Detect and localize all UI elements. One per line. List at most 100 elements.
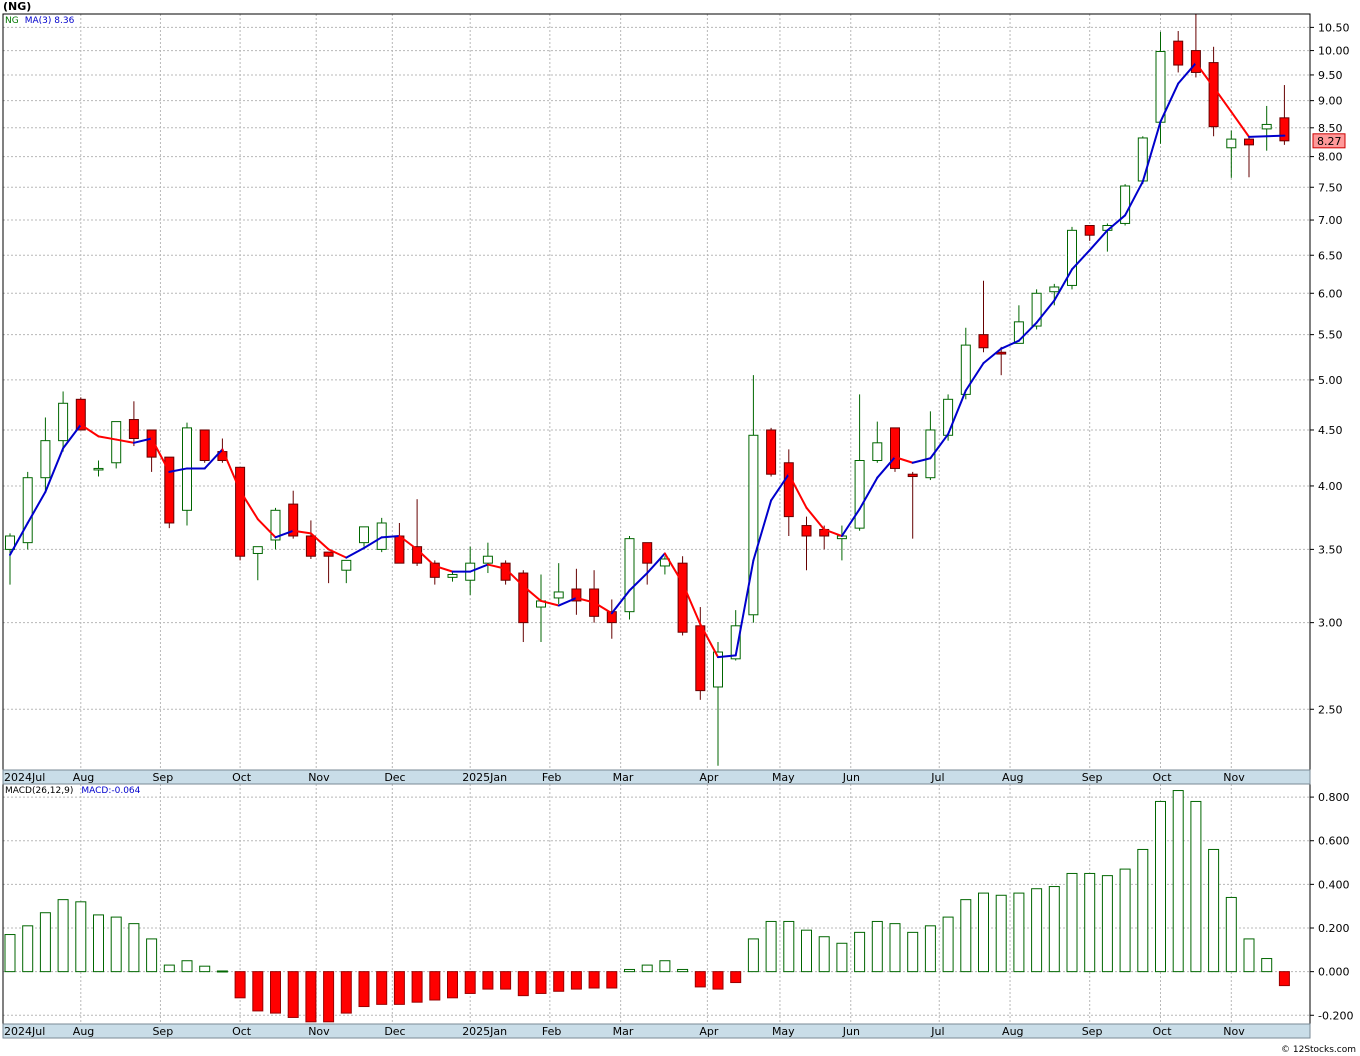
- macd-bar: [287, 971, 299, 1018]
- price-tick-label: 2.50: [1318, 703, 1343, 716]
- ma-segment: [929, 433, 950, 460]
- candle-body: [199, 429, 210, 462]
- macd-bar: [128, 923, 140, 973]
- macd-bar: [75, 901, 87, 973]
- ma-segment: [239, 489, 259, 521]
- last-price-tag: 8.27: [1312, 133, 1346, 149]
- date-label-bottom: Jun: [842, 1025, 860, 1038]
- candle-body: [1208, 62, 1219, 128]
- macd-bar: [1101, 875, 1113, 973]
- ma-segment: [1141, 120, 1162, 183]
- candle-body: [978, 334, 989, 349]
- ma-segment: [150, 437, 171, 473]
- ma-segment: [1177, 62, 1197, 85]
- candle-body: [1049, 286, 1060, 293]
- macd-legend-value: MACD:-0.064: [81, 786, 141, 796]
- ma-segment: [1265, 134, 1286, 138]
- macd-bar: [942, 916, 954, 973]
- ma-segment: [663, 552, 684, 585]
- date-label-top: Mar: [613, 771, 634, 784]
- ma-segment: [628, 572, 649, 592]
- macd-bar: [270, 971, 281, 1014]
- candle-body: [624, 538, 635, 613]
- ma-segment: [132, 437, 153, 444]
- ma-segment: [522, 585, 542, 602]
- price-legend-ma-value: 8.36: [54, 16, 75, 26]
- macd-bar: [234, 971, 246, 999]
- ma-segment: [894, 456, 914, 464]
- macd-bar: [1013, 892, 1025, 973]
- y-axis-labels: 2.50 3.00 3.50 4.00 4.50 5.00 5.50 6.00 6.50 7.00…: [1318, 21, 1353, 1022]
- ma-segment: [97, 435, 118, 441]
- price-legend: NG MA(3) 8.36: [5, 16, 74, 26]
- macd-bar: [22, 925, 34, 973]
- macd-bar: [323, 971, 335, 1023]
- date-label-top: Dec: [384, 771, 405, 784]
- macd-bar: [747, 938, 759, 973]
- price-grid: [3, 14, 1314, 770]
- ma-segment: [309, 532, 330, 551]
- candle-body: [22, 477, 33, 544]
- date-label-top: Jul: [930, 771, 944, 784]
- price-tick-label: 3.50: [1318, 543, 1343, 556]
- ma-segment: [1159, 82, 1180, 123]
- macd-bar: [4, 934, 16, 973]
- ma-segment: [26, 490, 47, 524]
- candle-body: [1261, 123, 1272, 130]
- price-tick-label: 7.00: [1318, 214, 1343, 227]
- candle-body: [270, 509, 281, 541]
- date-label-top: Sep: [1082, 771, 1103, 784]
- macd-tick-label: 0.200: [1318, 922, 1350, 935]
- candle-body: [766, 429, 777, 475]
- ma-segment: [1035, 299, 1056, 324]
- macd-bar: [393, 971, 405, 1005]
- candle-body: [1190, 50, 1201, 73]
- ma-segment: [1124, 180, 1144, 217]
- macd-legend: MACD(26,12,9) MACD:-0.064: [5, 786, 140, 796]
- ma-segment: [1194, 62, 1215, 89]
- candle-body: [1137, 137, 1148, 182]
- x-axis-labels: 2024Jul 2024Jul Aug Aug Sep Sep Oct Oct Nov Nov De…: [2, 769, 1311, 1039]
- candle-body: [801, 525, 812, 537]
- macd-bar: [730, 971, 742, 984]
- date-label-bottom: Jul: [930, 1025, 944, 1038]
- ma-segment: [770, 473, 790, 502]
- macd-bar: [836, 942, 848, 973]
- candle-body: [960, 344, 971, 395]
- chart-title: (NG): [3, 0, 32, 13]
- macd-bar: [482, 971, 494, 990]
- ma-segment: [203, 448, 224, 470]
- macd-bar: [447, 971, 458, 999]
- candle-body: [359, 526, 369, 544]
- ma-segment: [327, 548, 348, 559]
- date-label-top: Nov: [308, 771, 330, 784]
- candle-body: [1279, 117, 1290, 142]
- macd-bar: [1155, 800, 1166, 973]
- macd-grid: [3, 784, 1314, 1024]
- macd-tick-label: 0.000: [1318, 966, 1350, 979]
- candle-body: [164, 456, 175, 524]
- date-label-top: 2025Jan: [462, 771, 507, 784]
- macd-bar: [588, 971, 600, 989]
- macd-bar: [39, 912, 51, 973]
- macd-legend-label: MACD(26,12,9): [5, 786, 74, 796]
- ma-segment: [345, 547, 365, 559]
- ma-segment: [752, 499, 773, 562]
- ma-segment: [363, 536, 383, 550]
- price-tick-label: 9.50: [1318, 69, 1343, 82]
- ma-segment: [1053, 268, 1073, 302]
- candle-body: [1031, 292, 1042, 327]
- macd-bar: [358, 971, 370, 1008]
- ma-segment: [982, 347, 1003, 365]
- macd-bar: [464, 971, 476, 994]
- candle-body: [783, 462, 794, 518]
- ma-segment: [787, 473, 808, 509]
- candle-body: [341, 559, 352, 571]
- last-price-text: 8.27: [1317, 135, 1342, 148]
- macd-bar: [163, 964, 175, 973]
- date-label-bottom: 2025Jan: [462, 1025, 507, 1038]
- price-tick-label: 6.50: [1318, 249, 1343, 262]
- macd-bar: [570, 971, 582, 990]
- date-label-top: Oct: [1153, 771, 1173, 784]
- ma-segment: [274, 529, 295, 539]
